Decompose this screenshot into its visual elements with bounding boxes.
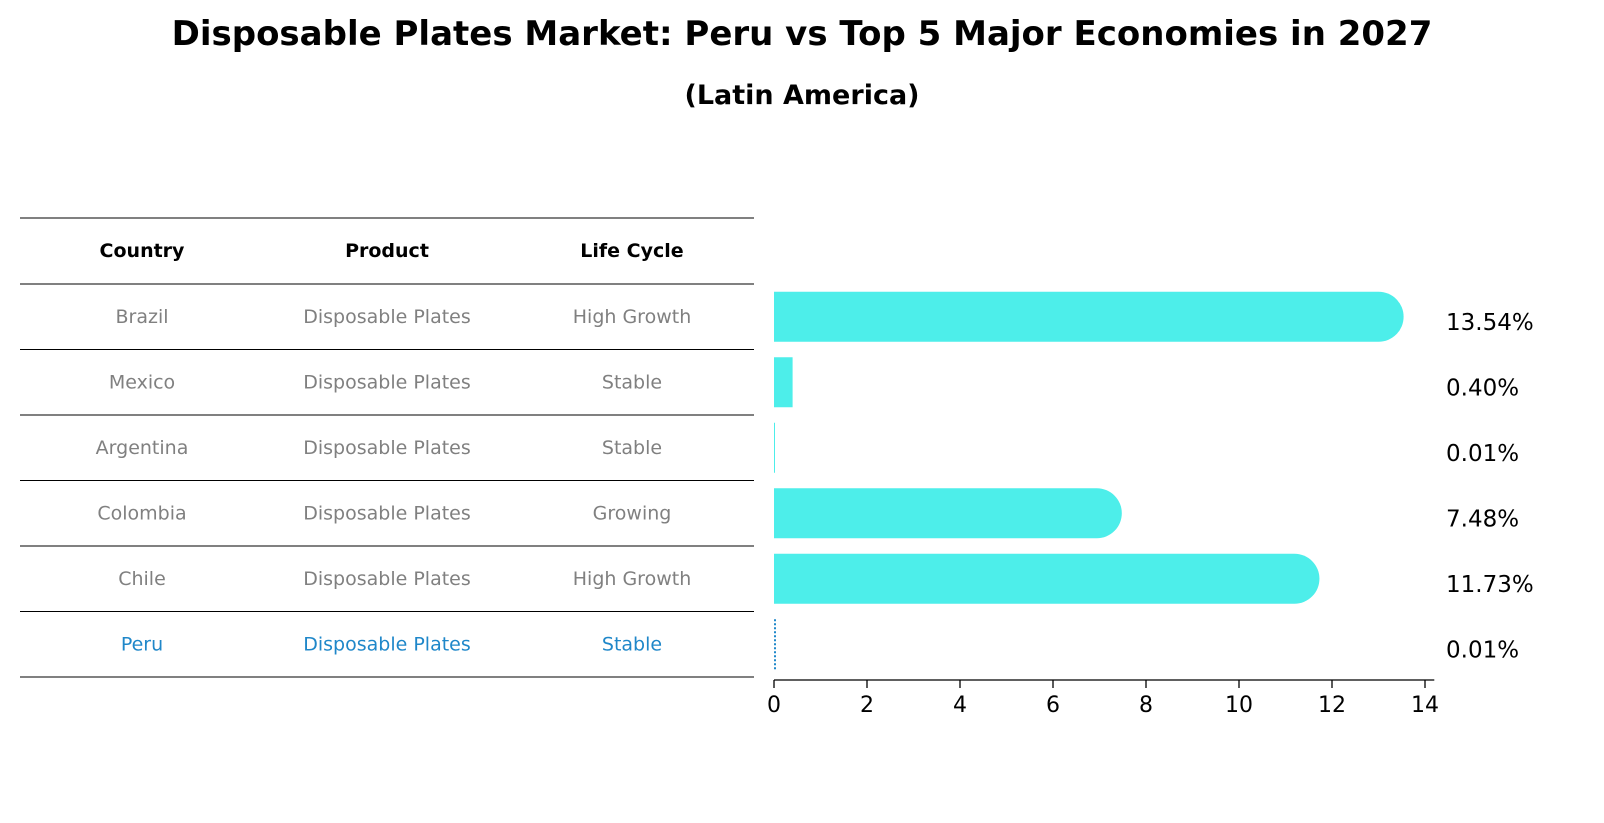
bar-chile <box>774 553 1320 604</box>
table-cell-life-cycle: High Growth <box>573 568 691 590</box>
table-cell-country: Mexico <box>109 371 175 393</box>
table-cell-product: Disposable Plates <box>303 371 471 393</box>
bar-colombia <box>774 488 1122 539</box>
data-label-brazil: 13.54% <box>1446 310 1534 336</box>
table-cell-country: Colombia <box>97 502 186 524</box>
x-tick-label: 12 <box>1318 693 1346 718</box>
x-tick-label: 14 <box>1411 693 1439 718</box>
table-cell-product: Disposable Plates <box>303 568 471 590</box>
data-label-colombia: 7.48% <box>1446 506 1519 532</box>
table-cell-product: Disposable Plates <box>303 306 471 328</box>
table-cell-country: Peru <box>121 633 163 655</box>
x-tick-label: 6 <box>1046 693 1060 718</box>
data-table: Country Product Life Cycle Brazil Disposable… <box>20 217 754 678</box>
x-tick-label: 8 <box>1139 693 1153 718</box>
table-cell-life-cycle: High Growth <box>573 306 691 328</box>
x-tick-label: 2 <box>860 693 874 718</box>
chart-subtitle: (Latin America) <box>684 80 920 111</box>
data-label-peru: 0.01% <box>1446 637 1519 663</box>
bar-brazil <box>774 291 1404 342</box>
table-cell-life-cycle: Stable <box>602 437 662 459</box>
chart-title: Disposable Plates Market: Peru vs Top 5 … <box>171 14 1433 54</box>
table-cell-country: Chile <box>118 568 166 590</box>
table-cell-life-cycle: Growing <box>593 502 672 524</box>
data-label-argentina: 0.01% <box>1446 441 1519 467</box>
table-cell-country: Brazil <box>115 306 168 328</box>
table-header-country: Country <box>100 240 186 262</box>
table-header-product: Product <box>345 240 429 262</box>
table-cell-product: Disposable Plates <box>303 502 471 524</box>
bar-mexico <box>774 357 793 408</box>
x-tick-label: 4 <box>953 693 967 718</box>
bar-argentina <box>774 422 775 473</box>
data-label-mexico: 0.40% <box>1446 375 1519 401</box>
table-cell-product: Disposable Plates <box>303 437 471 459</box>
x-tick-label: 0 <box>767 693 781 718</box>
x-tick-label: 10 <box>1225 693 1253 718</box>
table-cell-life-cycle: Stable <box>602 633 662 655</box>
table-cell-country: Argentina <box>96 437 189 459</box>
bar-chart: 13.54% 0.40% 0.01% 7.48% 11.73% 0.01% 0 2 4 6 8 10 1… <box>767 291 1534 718</box>
table-cell-product: Disposable Plates <box>303 633 471 655</box>
data-label-chile: 11.73% <box>1446 572 1534 598</box>
table-cell-life-cycle: Stable <box>602 371 662 393</box>
table-header-life-cycle: Life Cycle <box>580 240 683 262</box>
